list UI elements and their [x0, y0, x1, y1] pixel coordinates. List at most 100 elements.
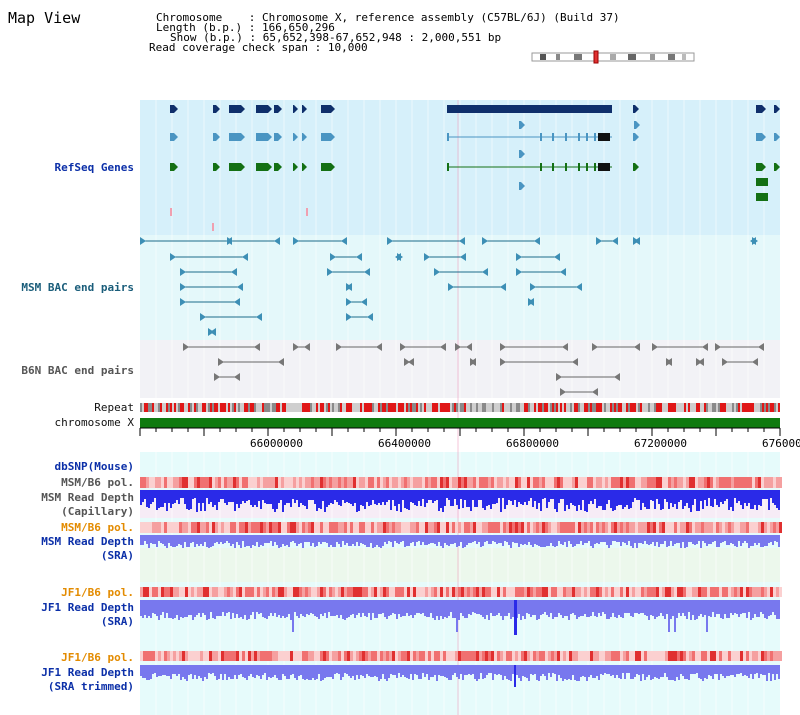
depth-bar [164, 490, 166, 503]
track-label-b6n-bac[interactable]: B6N BAC end pairs [21, 364, 134, 377]
pol-heat-cell [317, 587, 320, 597]
pol-heat-cell [743, 651, 746, 661]
depth-bar [514, 600, 517, 635]
bac-end [242, 253, 248, 261]
track-label-dbsnp[interactable]: dbSNP(Mouse) [54, 460, 134, 473]
pol-heat-cell [686, 477, 689, 488]
depth-bar [632, 665, 634, 679]
pol-heat-cell [368, 651, 371, 661]
depth-bar [728, 535, 730, 545]
pol-heat-cell [500, 477, 503, 488]
depth-bar [226, 490, 228, 505]
pol-heat-cell [344, 587, 347, 597]
depth-bar [326, 600, 328, 618]
depth-bar [386, 490, 388, 502]
depth-bar [456, 490, 458, 505]
depth-bar [740, 600, 742, 614]
depth-bar [382, 665, 384, 674]
depth-bar [380, 600, 382, 614]
pol-heat-cell [596, 477, 599, 488]
track-label-jf1-b6-pol-1[interactable]: JF1/B6 pol. [61, 586, 134, 599]
depth-bar [554, 535, 556, 547]
depth-bar [230, 665, 232, 679]
pol-heat-cell [512, 477, 515, 488]
depth-bar [190, 665, 192, 674]
track-label-jf1-b6-pol-2[interactable]: JF1/B6 pol. [61, 651, 134, 664]
depth-bar [148, 665, 150, 680]
pol-heat-cell [479, 477, 482, 488]
track-label-chromosome[interactable]: chromosome X [54, 416, 134, 429]
track-label-refseq[interactable]: RefSeq Genes [54, 161, 134, 174]
depth-bar [196, 665, 198, 679]
depth-bar [602, 535, 604, 542]
pol-heat-cell [545, 651, 548, 661]
pol-heat-cell [728, 522, 731, 533]
depth-bar [774, 665, 776, 680]
depth-bar [736, 600, 738, 614]
depth-bar [462, 600, 464, 616]
pol-heat-cell [173, 522, 176, 533]
depth-bar [188, 665, 190, 675]
depth-bar [698, 600, 700, 616]
pol-heat-cell [365, 477, 368, 488]
repeat-block [272, 403, 274, 412]
repeat-block [570, 403, 572, 412]
pol-heat-cell [221, 522, 224, 533]
pol-heat-cell [188, 587, 191, 597]
bac-end [482, 237, 488, 245]
depth-bar [508, 665, 510, 680]
depth-bar [368, 535, 370, 547]
track-label-jf1-depth-sra[interactable]: JF1 Read Depth [41, 601, 134, 614]
track-label-msm-b6-pol-1[interactable]: MSM/B6 pol. [61, 476, 134, 489]
track-label-repeat[interactable]: Repeat [94, 401, 134, 414]
depth-bar [546, 665, 548, 680]
depth-bar [414, 535, 416, 546]
pol-heat-cell [515, 477, 518, 488]
depth-bar [710, 600, 712, 617]
depth-bar [560, 490, 562, 499]
depth-bar [682, 535, 684, 542]
depth-bar [770, 535, 772, 542]
track-label-msm-bac[interactable]: MSM BAC end pairs [21, 281, 134, 294]
depth-bar [620, 535, 622, 546]
depth-bar [292, 600, 294, 632]
depth-bar [240, 490, 242, 504]
ideogram-band [556, 54, 560, 60]
pol-heat-cell [653, 522, 656, 533]
depth-bar [236, 600, 238, 614]
depth-bar [540, 535, 542, 547]
pol-heat-cell [416, 477, 419, 488]
depth-bar [232, 600, 234, 613]
repeat-block [276, 403, 278, 412]
depth-bar [710, 665, 712, 676]
gene-exon [213, 133, 220, 141]
depth-bar [698, 490, 700, 511]
repeat-block [232, 403, 234, 412]
pol-heat-cell [548, 587, 551, 597]
depth-bar [254, 490, 256, 505]
depth-bar [592, 535, 594, 548]
gene-marker [212, 223, 214, 231]
track-label-msm-b6-pol-2[interactable]: MSM/B6 pol. [61, 521, 134, 534]
pol-heat-cell [626, 651, 629, 661]
pol-heat-cell [755, 522, 758, 533]
depth-bar [470, 665, 472, 675]
pol-heat-cell [530, 651, 533, 661]
track-label-msm-depth-cap[interactable]: MSM Read Depth [41, 491, 134, 504]
pol-heat-cell [287, 522, 290, 533]
depth-bar [238, 600, 240, 618]
depth-bar [196, 490, 198, 512]
track-label-jf1-depth-trim[interactable]: JF1 Read Depth [41, 666, 134, 679]
pol-heat-cell [248, 477, 251, 488]
pol-heat-cell [548, 651, 551, 661]
track-label-msm-depth-sra[interactable]: MSM Read Depth [41, 535, 134, 548]
bac-end [634, 237, 640, 245]
depth-bar [754, 535, 756, 543]
depth-bar [372, 600, 374, 613]
repeat-block [500, 403, 502, 412]
pol-heat-cell [179, 651, 182, 661]
depth-bar [242, 600, 244, 619]
pol-heat-cell [668, 651, 671, 661]
pol-heat-cell [656, 651, 659, 661]
